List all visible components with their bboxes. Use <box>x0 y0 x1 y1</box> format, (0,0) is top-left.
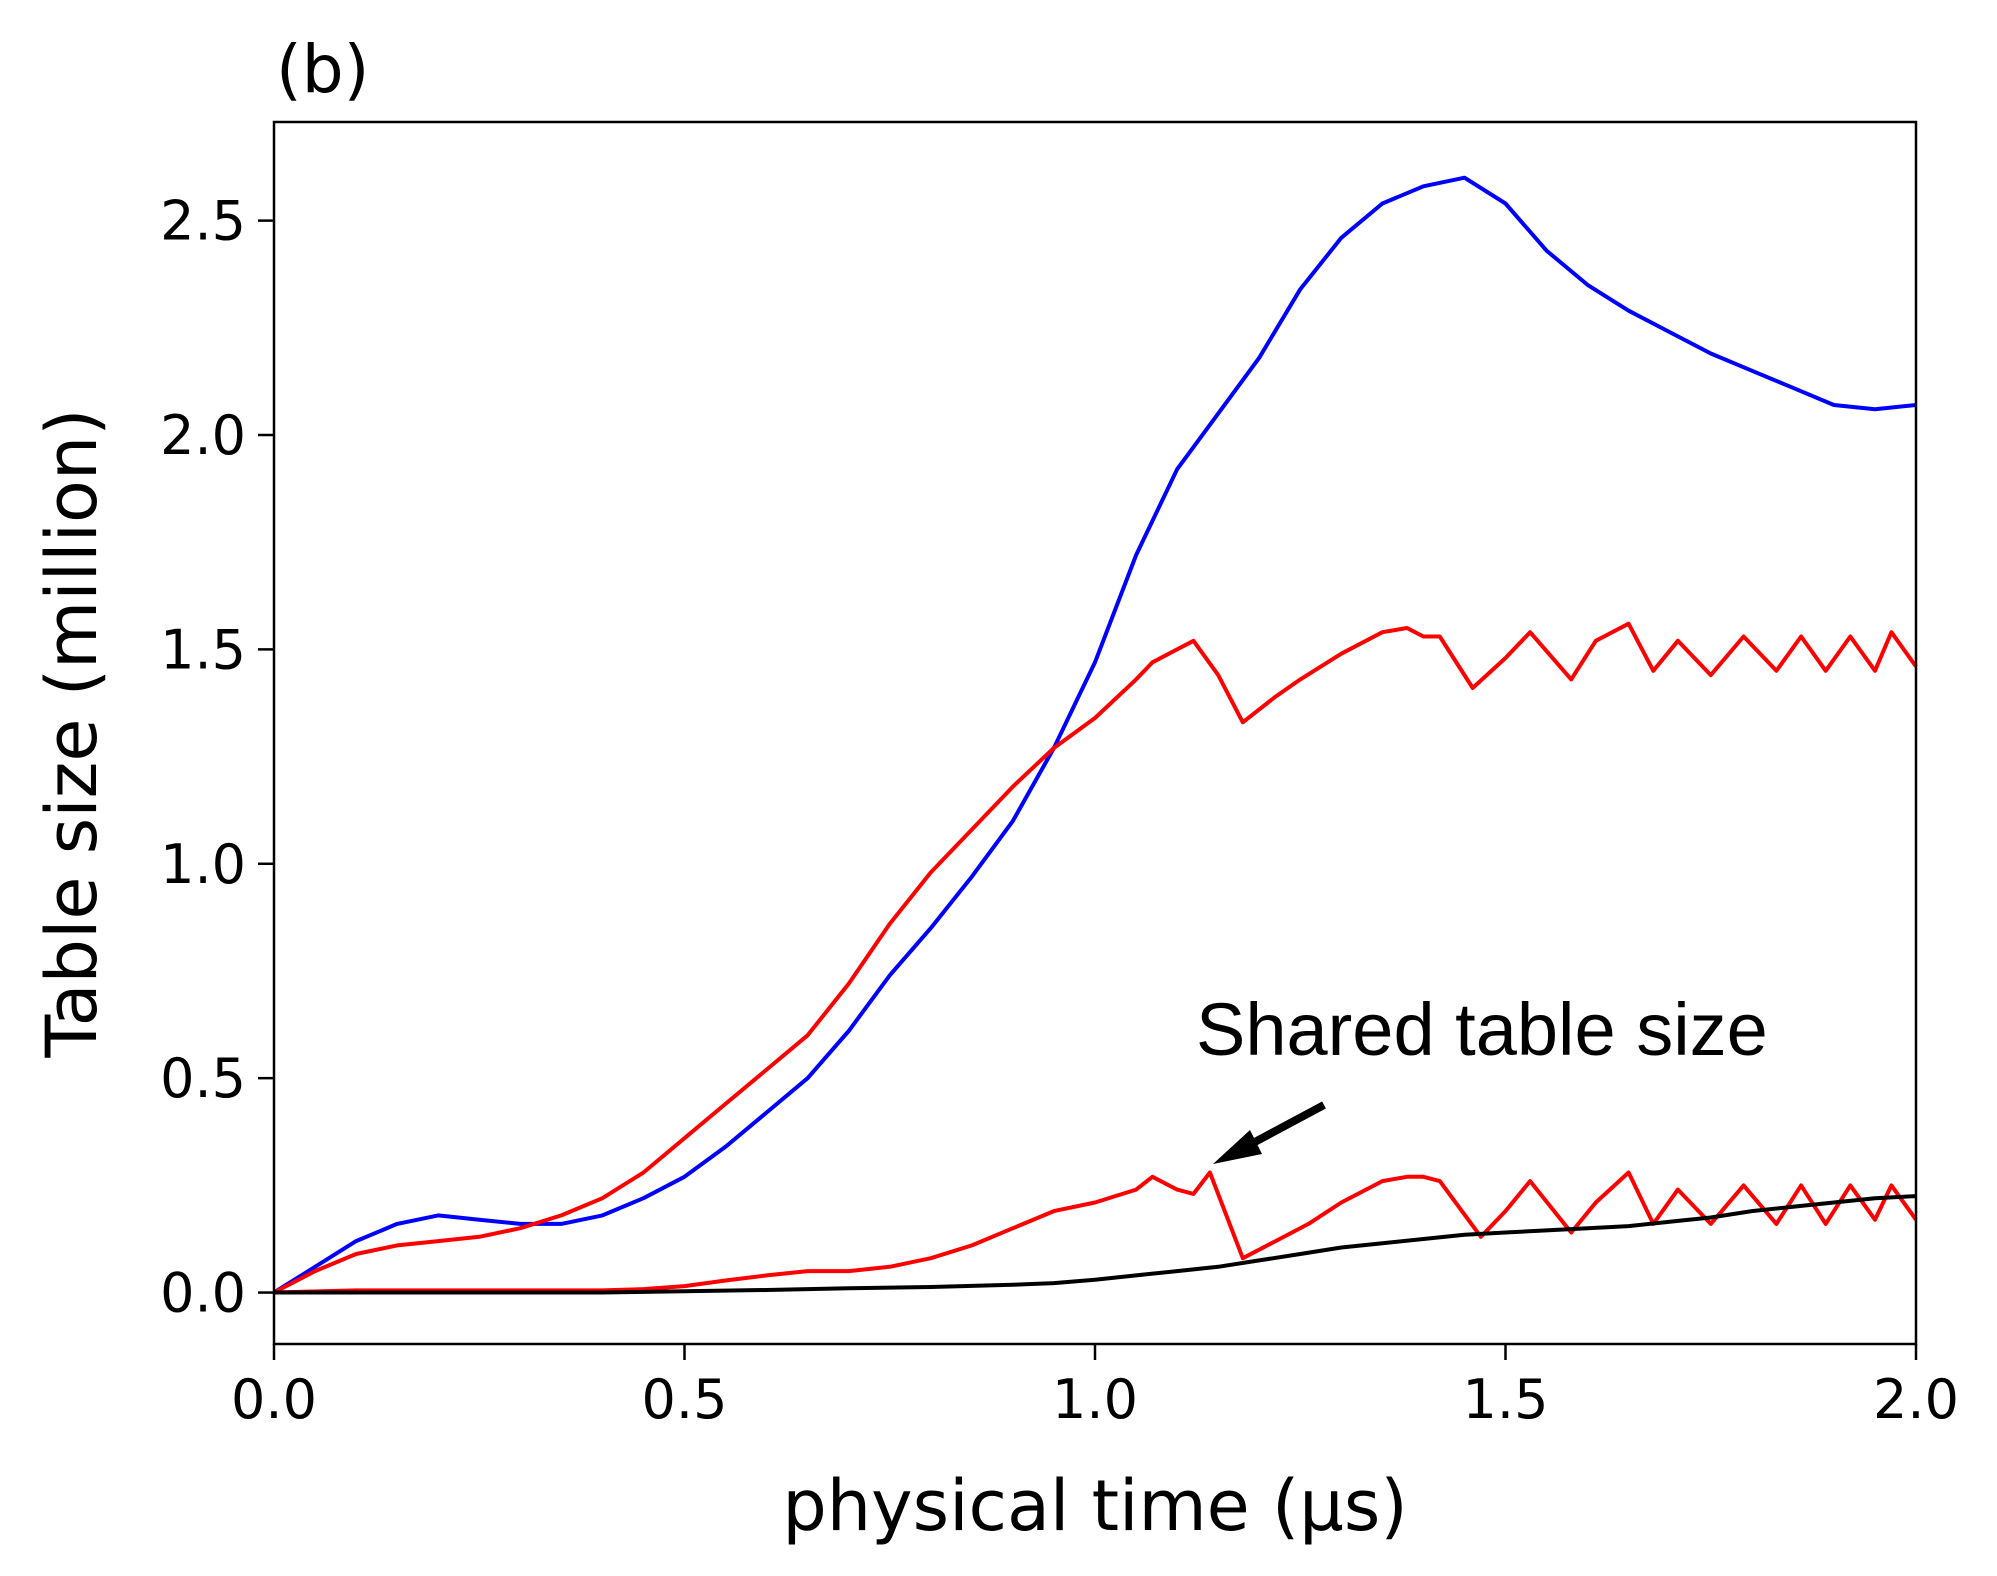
x-tick-label: 1.5 <box>1463 1368 1549 1431</box>
y-axis-title: Table size (million) <box>31 408 113 1058</box>
series-line-3 <box>274 1173 1916 1293</box>
y-tick-label: 0.0 <box>160 1262 246 1325</box>
series-line-4 <box>274 1196 1916 1292</box>
plot-frame <box>274 122 1916 1344</box>
series-line-1 <box>274 178 1916 1293</box>
y-tick-label: 1.0 <box>160 833 246 896</box>
y-tick-label: 1.5 <box>160 618 246 681</box>
x-axis-title: physical time (μs) <box>782 1465 1407 1547</box>
series-line-2 <box>274 624 1916 1293</box>
panel-label: (b) <box>276 31 369 108</box>
series-lines <box>274 178 1916 1293</box>
annotation-text: Shared table size <box>1196 988 1768 1071</box>
x-tick-label: 0.5 <box>642 1368 728 1431</box>
x-tick-label: 0.0 <box>231 1368 317 1431</box>
y-axis-ticks: 0.0 0.5 1.0 1.5 2.0 2.5 <box>160 190 274 1325</box>
annotation: Shared table size <box>1196 988 1768 1164</box>
y-tick-label: 0.5 <box>160 1047 246 1110</box>
y-tick-label: 2.5 <box>160 190 246 253</box>
x-axis-ticks: 0.0 0.5 1.0 1.5 2.0 <box>231 1344 1959 1431</box>
annotation-arrowhead <box>1213 1130 1262 1164</box>
x-tick-label: 2.0 <box>1873 1368 1959 1431</box>
x-tick-label: 1.0 <box>1052 1368 1138 1431</box>
y-tick-label: 2.0 <box>160 404 246 467</box>
